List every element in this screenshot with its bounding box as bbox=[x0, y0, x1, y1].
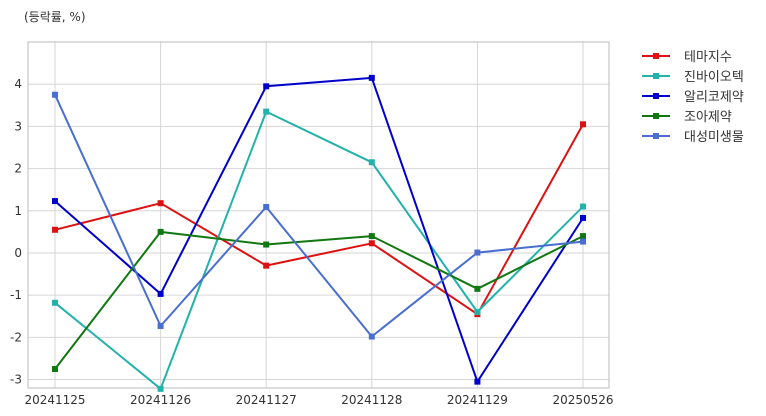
data-point bbox=[52, 91, 58, 98]
y-tick-label: -3 bbox=[10, 373, 22, 387]
data-point bbox=[157, 290, 164, 297]
x-tick-label: 20241127 bbox=[236, 393, 297, 407]
data-point bbox=[580, 121, 586, 128]
series-layer bbox=[52, 74, 586, 392]
legend-marker bbox=[653, 73, 659, 79]
x-tick-label: 20250526 bbox=[552, 393, 613, 407]
legend-marker bbox=[653, 93, 659, 99]
data-point bbox=[368, 240, 375, 247]
y-tick-label: 0 bbox=[14, 246, 22, 260]
y-tick-label: 1 bbox=[14, 204, 22, 218]
data-point bbox=[263, 108, 270, 115]
data-point bbox=[474, 378, 481, 385]
data-point bbox=[474, 249, 481, 256]
y-tick-label: -1 bbox=[10, 288, 22, 302]
data-point bbox=[263, 83, 270, 90]
data-point bbox=[52, 366, 58, 373]
data-point bbox=[580, 233, 586, 240]
legend-item: 조아제약 bbox=[642, 110, 732, 125]
data-point bbox=[580, 238, 586, 245]
legend-marker bbox=[653, 113, 659, 119]
data-point bbox=[157, 200, 164, 207]
legend-label: 조아제약 bbox=[684, 110, 732, 125]
data-point bbox=[157, 385, 164, 392]
data-point bbox=[157, 228, 164, 235]
legend-item: 알리코제약 bbox=[642, 90, 744, 105]
plot-frame bbox=[27, 41, 610, 389]
data-point bbox=[474, 309, 481, 316]
y-tick-label: 2 bbox=[14, 162, 22, 176]
series-line bbox=[54, 110, 584, 390]
legend-label: 대성미생물 bbox=[684, 130, 744, 145]
legend-marker bbox=[653, 133, 659, 139]
y-tick-label: 3 bbox=[14, 119, 22, 133]
data-point bbox=[474, 285, 481, 292]
y-unit-label: (등락률, %) bbox=[24, 10, 86, 24]
data-point bbox=[52, 299, 58, 306]
series-line bbox=[54, 230, 584, 370]
x-tick-label: 20241126 bbox=[130, 393, 191, 407]
data-point bbox=[368, 159, 375, 166]
legend-label: 알리코제약 bbox=[684, 90, 744, 105]
data-point bbox=[580, 214, 586, 221]
data-point bbox=[157, 322, 164, 329]
series-line bbox=[54, 94, 584, 338]
axes: -3 -2 -1 0 1 2 3 4 20241125 20241126 20241127 20241… bbox=[10, 77, 614, 407]
data-point bbox=[263, 241, 270, 248]
series-line bbox=[54, 123, 584, 316]
x-tick-label: 20241125 bbox=[24, 393, 85, 407]
x-tick-label: 20241128 bbox=[341, 393, 402, 407]
legend-marker bbox=[653, 53, 659, 59]
legend-item: 대성미생물 bbox=[642, 130, 744, 145]
data-point bbox=[263, 262, 270, 269]
data-point bbox=[263, 203, 270, 210]
data-point bbox=[368, 333, 375, 340]
legend-label: 진바이오텍 bbox=[684, 70, 744, 85]
data-point bbox=[580, 203, 586, 210]
data-point bbox=[52, 198, 58, 205]
data-point bbox=[52, 226, 58, 233]
data-point bbox=[368, 233, 375, 240]
y-tick-label: 4 bbox=[14, 77, 22, 91]
y-tick-label: -2 bbox=[10, 330, 22, 344]
legend-label: 테마지수 bbox=[684, 50, 732, 65]
data-point bbox=[368, 74, 375, 81]
legend-item: 진바이오텍 bbox=[642, 70, 744, 85]
x-tick-label: 20241129 bbox=[447, 393, 508, 407]
legend-item: 테마지수 bbox=[642, 50, 732, 65]
series-line bbox=[54, 76, 584, 383]
